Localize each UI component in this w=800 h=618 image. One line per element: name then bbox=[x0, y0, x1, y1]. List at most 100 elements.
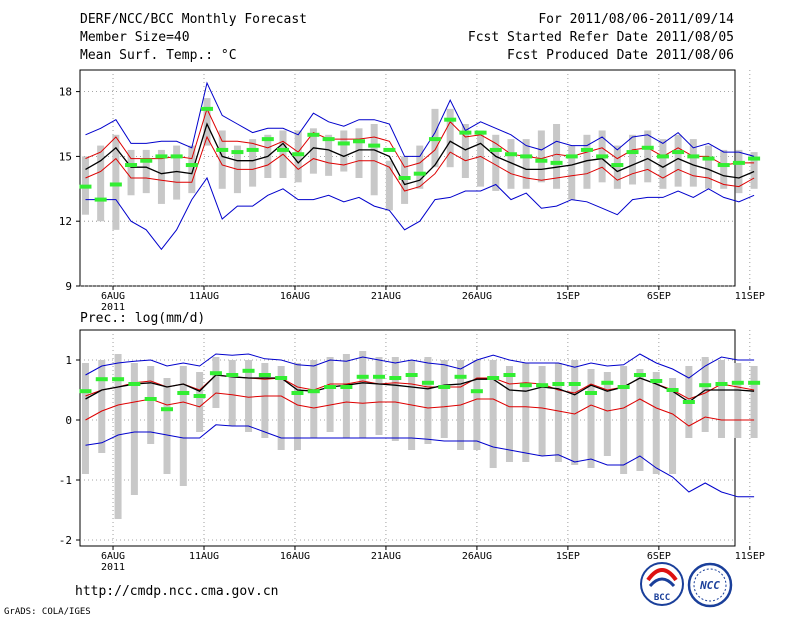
observation-mark bbox=[565, 154, 578, 159]
range-box bbox=[720, 149, 728, 189]
range-box bbox=[81, 363, 89, 474]
observation-mark bbox=[322, 137, 335, 142]
observation-mark bbox=[702, 156, 715, 161]
range-box bbox=[294, 130, 302, 183]
bcc-logo-icon: BCC bbox=[640, 562, 684, 606]
observation-mark bbox=[474, 130, 487, 135]
observation-mark bbox=[520, 154, 533, 159]
observation-mark bbox=[428, 137, 441, 142]
range-box bbox=[370, 124, 378, 196]
ncc-logo-text: NCC bbox=[699, 579, 720, 592]
ytick-label: 9 bbox=[65, 280, 72, 293]
grads-credit: GrADS: COLA/IGES bbox=[4, 607, 91, 617]
temperature-panel: 9 12 15 18 6AUG 11AUG 16AUG 21AUG 26AUG 1SEP 6SEP 1… bbox=[59, 69, 765, 313]
range-box bbox=[342, 354, 350, 438]
observation-mark bbox=[732, 160, 745, 165]
observation-mark bbox=[144, 397, 157, 401]
observation-mark bbox=[568, 382, 581, 386]
range-box bbox=[636, 369, 644, 471]
range-box bbox=[492, 134, 500, 191]
range-box bbox=[734, 363, 742, 438]
xtick-label: 11SEP bbox=[735, 291, 765, 302]
range-box bbox=[507, 139, 515, 189]
xtick-label: 6AUG bbox=[101, 291, 125, 302]
range-box bbox=[196, 372, 204, 432]
observation-mark bbox=[715, 382, 728, 386]
observation-mark bbox=[438, 385, 451, 389]
observation-mark bbox=[398, 176, 411, 180]
observation-mark bbox=[487, 376, 500, 380]
range-box bbox=[553, 124, 561, 189]
observation-mark bbox=[292, 152, 305, 157]
observation-mark bbox=[641, 145, 654, 150]
range-box bbox=[112, 134, 120, 230]
ytick-label: 12 bbox=[59, 215, 72, 228]
observation-mark bbox=[216, 147, 229, 152]
range-box bbox=[461, 124, 469, 178]
range-box bbox=[735, 149, 743, 194]
observation-mark bbox=[536, 383, 549, 388]
xtick-label: 11SEP bbox=[735, 551, 765, 562]
observation-mark bbox=[489, 147, 502, 152]
observation-mark bbox=[242, 368, 255, 373]
observation-mark bbox=[550, 160, 563, 165]
observation-mark bbox=[383, 147, 396, 152]
range-box bbox=[340, 130, 348, 172]
xtick-label: 26AUG bbox=[462, 551, 492, 562]
observation-mark bbox=[405, 373, 418, 377]
range-box bbox=[669, 378, 677, 474]
xtick-label: 21AUG bbox=[371, 551, 401, 562]
xtick-year-label: 2011 bbox=[101, 562, 125, 573]
ytick-label: 1 bbox=[65, 354, 72, 367]
observation-mark bbox=[633, 373, 646, 377]
series-line-spread-low bbox=[85, 392, 755, 427]
range-box bbox=[620, 366, 628, 474]
range-box bbox=[416, 145, 424, 189]
observation-mark bbox=[201, 106, 214, 111]
observation-mark bbox=[596, 154, 609, 159]
range-box bbox=[522, 363, 530, 462]
range-box bbox=[130, 363, 138, 495]
range-box bbox=[97, 145, 105, 222]
range-box bbox=[717, 360, 725, 438]
xtick-year-label: 2011 bbox=[101, 302, 125, 313]
observation-mark bbox=[656, 154, 669, 159]
range-box bbox=[424, 357, 432, 444]
observation-mark bbox=[275, 376, 288, 380]
xtick-label: 6SEP bbox=[647, 291, 671, 302]
range-box bbox=[391, 357, 399, 441]
range-box bbox=[98, 360, 106, 453]
range-box bbox=[583, 134, 591, 189]
observation-mark bbox=[601, 380, 614, 385]
observation-mark bbox=[368, 143, 381, 148]
observation-mark bbox=[454, 374, 467, 379]
range-box bbox=[401, 156, 409, 204]
observation-mark bbox=[170, 154, 183, 159]
series-line-max bbox=[85, 353, 755, 379]
observation-mark bbox=[185, 163, 198, 168]
ytick-label: -2 bbox=[59, 534, 72, 547]
range-box bbox=[701, 357, 709, 432]
range-box bbox=[385, 160, 393, 211]
observation-mark bbox=[748, 156, 761, 161]
observation-mark bbox=[413, 171, 426, 176]
xtick-label: 6SEP bbox=[647, 551, 671, 562]
range-box bbox=[554, 363, 562, 462]
observation-mark bbox=[246, 147, 259, 152]
footer-url[interactable]: http://cmdp.ncc.cma.gov.cn bbox=[75, 584, 279, 599]
observation-mark bbox=[79, 184, 92, 189]
range-box bbox=[538, 366, 546, 456]
range-box bbox=[522, 139, 530, 189]
range-box bbox=[613, 145, 621, 189]
observation-mark bbox=[226, 373, 239, 377]
observation-mark bbox=[356, 374, 369, 379]
range-box bbox=[644, 130, 652, 183]
range-box bbox=[689, 139, 697, 187]
range-box bbox=[127, 149, 135, 196]
observation-mark bbox=[682, 400, 695, 404]
xtick-label: 1SEP bbox=[556, 291, 580, 302]
series-line-mean bbox=[85, 122, 755, 186]
observation-mark bbox=[503, 373, 516, 377]
observation-mark bbox=[128, 382, 141, 386]
